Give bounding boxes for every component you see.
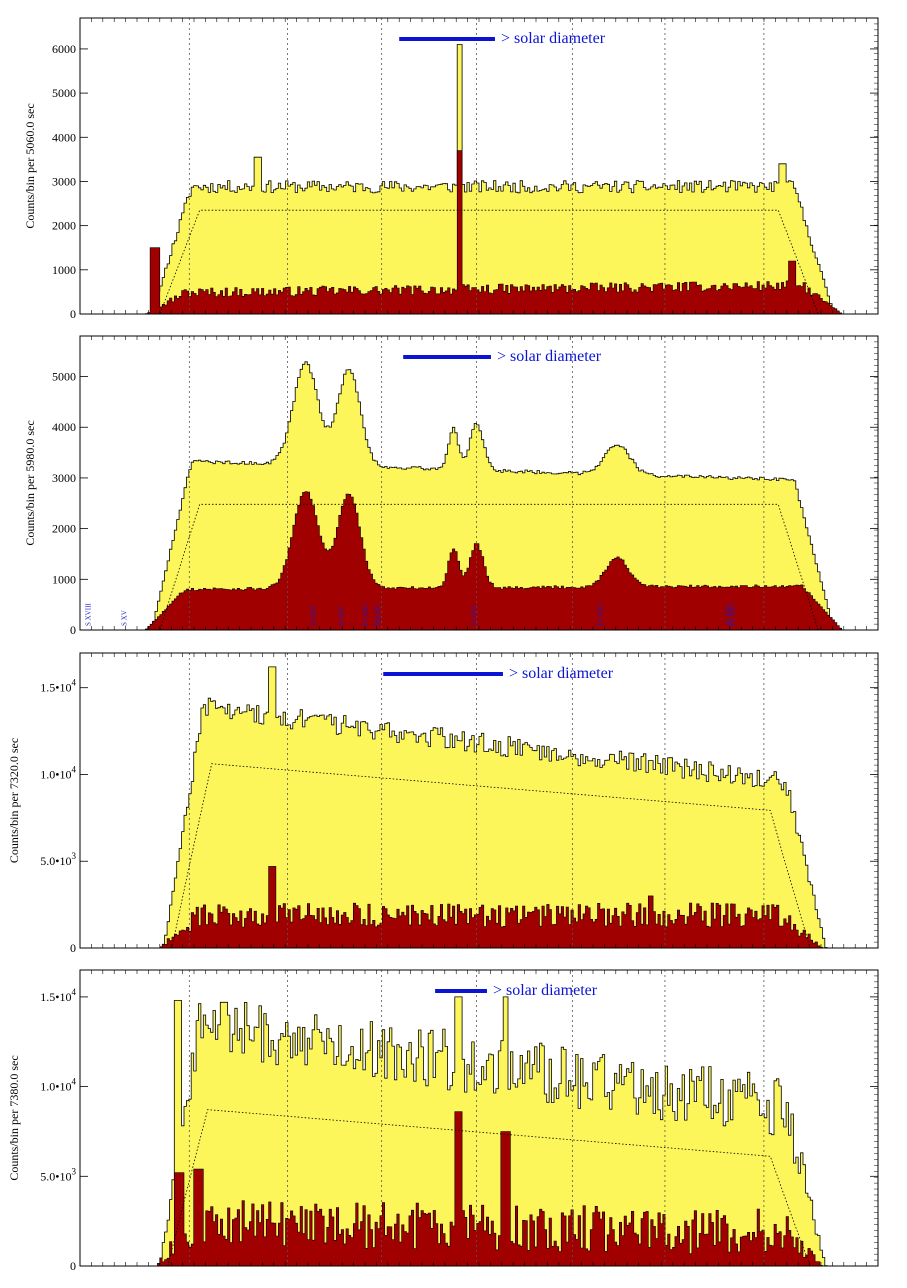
- y-tick-label: 1000: [52, 263, 76, 277]
- legend-label: > solar diameter: [493, 982, 598, 999]
- legend-label: > solar diameter: [509, 665, 614, 682]
- y-tick-label: 4000: [52, 130, 76, 144]
- spectral-line-label: S XV: [120, 610, 128, 626]
- y-axis-label: Counts/bin per 7320.0 sec: [7, 738, 21, 863]
- y-tick-label: 1.0•104: [40, 764, 76, 781]
- spectral-line-label: Si XIII: [309, 606, 317, 626]
- y-tick-exponent: 4: [72, 764, 77, 774]
- y-axis-label: Counts/bin per 5980.0 sec: [23, 420, 37, 545]
- y-tick-label: 0: [70, 307, 76, 321]
- model-curve: [80, 1109, 878, 1267]
- total-counts-area: [80, 666, 878, 949]
- legend-label: > solar diameter: [497, 348, 602, 365]
- y-tick-exponent: 4: [72, 678, 77, 688]
- spectral-line-label: Al XIII: [724, 605, 732, 626]
- spectral-line-label: Fe XXV: [728, 602, 736, 626]
- flare-component-area: [80, 1111, 878, 1267]
- model-curve: [80, 209, 878, 315]
- model-curve: [80, 763, 878, 949]
- flare-component-area: [80, 866, 878, 949]
- y-tick-mantissa: 1.5•10: [40, 681, 71, 695]
- y-tick-mantissa: 1.0•10: [40, 1080, 71, 1094]
- y-tick-label: 5000: [52, 86, 76, 100]
- y-tick-label: 4000: [52, 420, 76, 434]
- y-tick-label: 0: [70, 623, 76, 637]
- y-tick-label: 2000: [52, 522, 76, 536]
- model-curve: [80, 503, 878, 631]
- spectral-line-label: Mg XII: [373, 604, 381, 626]
- y-tick-exponent: 3: [72, 851, 77, 861]
- flare-component-area: [80, 150, 878, 315]
- y-tick-label: 3000: [52, 174, 76, 188]
- spectral-line-label: Si XIV: [337, 606, 345, 626]
- spectral-line-label: Si XIII: [471, 606, 479, 626]
- y-axis-label: Counts/bin per 7380.0 sec: [7, 1055, 21, 1180]
- y-tick-mantissa: 1.0•10: [40, 767, 71, 781]
- y-tick-label: 3000: [52, 471, 76, 485]
- spectral-line-label: Fe XXV: [361, 602, 369, 626]
- total-counts-area: [80, 44, 878, 315]
- y-tick-mantissa: 1.5•10: [40, 990, 71, 1004]
- spectral-line-label: Fe XXV: [597, 602, 605, 626]
- y-tick-label: 1.0•104: [40, 1077, 76, 1094]
- y-tick-exponent: 4: [72, 1077, 77, 1087]
- y-tick-label: 5.0•103: [40, 851, 76, 868]
- y-tick-label: 1.5•104: [40, 987, 76, 1004]
- y-tick-label: 6000: [52, 42, 76, 56]
- y-tick-label: 0: [70, 941, 76, 955]
- panel-1: 0 1000 2000 3000 4000 5000 6000 Counts/bin per …: [23, 17, 879, 321]
- y-tick-label: 5.0•103: [40, 1166, 76, 1183]
- total-counts-area: [80, 996, 878, 1267]
- y-tick-mantissa: 5.0•10: [40, 1169, 71, 1183]
- y-tick-label: 1000: [52, 572, 76, 586]
- y-tick-exponent: 4: [72, 987, 77, 997]
- y-axis-label: Counts/bin per 5060.0 sec: [23, 103, 37, 228]
- panel-2: 0 1000 2000 3000 4000 5000 Counts/bin per 5980…: [23, 335, 879, 637]
- y-tick-label: 2000: [52, 219, 76, 233]
- spectral-line-label: S XVIII: [84, 603, 92, 626]
- y-tick-label: 1.5•104: [40, 678, 76, 695]
- y-tick-mantissa: 5.0•10: [40, 854, 71, 868]
- legend-label: > solar diameter: [501, 30, 606, 47]
- flare-component-area: [80, 491, 878, 631]
- y-tick-label: 0: [70, 1259, 76, 1273]
- y-tick-exponent: 3: [72, 1166, 77, 1176]
- total-counts-area: [80, 361, 878, 631]
- y-tick-label: 5000: [52, 370, 76, 384]
